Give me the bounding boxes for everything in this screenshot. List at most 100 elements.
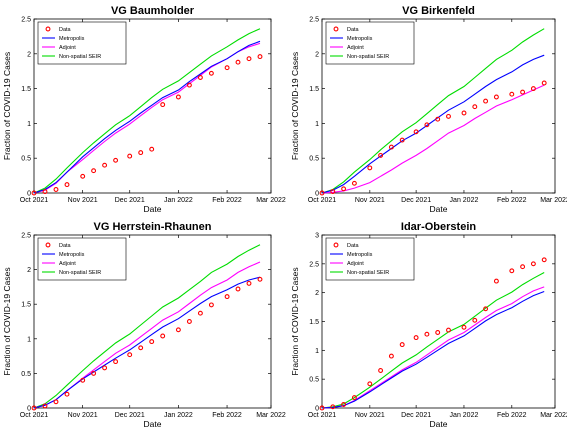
legend-label: Adjoint [59, 45, 76, 51]
legend-label: Non-spatial SEIR [347, 54, 389, 60]
data-point [509, 91, 515, 97]
data-point [530, 86, 536, 92]
legend: Data Metropolis Adjoint Non-spatial SEIR [325, 237, 415, 281]
x-tick-label: Feb 2022 [497, 412, 527, 419]
y-tick-label: 0 [27, 406, 31, 413]
legend-box [37, 21, 127, 65]
data-point [160, 102, 166, 108]
series-line-adjoint [321, 286, 545, 409]
data-point [102, 162, 108, 168]
data-point [493, 278, 499, 284]
data-point [424, 122, 430, 128]
data-point [541, 80, 547, 86]
data-point [435, 330, 441, 335]
data-point [520, 264, 526, 270]
y-tick-label: 0 [315, 191, 319, 198]
data-point [127, 153, 133, 159]
y-tick-label: 1.5 [21, 302, 31, 309]
y-axis-label: Fraction of COVID-19 Cases [2, 52, 12, 160]
legend-label: Metropolis [347, 252, 373, 258]
data-point [472, 317, 478, 323]
plot-area-frame [33, 234, 272, 409]
data-point [341, 402, 347, 407]
x-tick-label: Dec 2021 [401, 197, 431, 204]
data-point [64, 391, 70, 397]
data-point [319, 190, 325, 196]
series-line-metropolis [321, 54, 545, 194]
chart-panel-2: VG Birkenfeld Oct 2021 Nov 2021 Dec 2021 Jan… [290, 5, 567, 214]
y-tick-label: 2 [315, 290, 319, 297]
data-point [388, 353, 394, 359]
data-point [399, 342, 405, 348]
data-point [149, 146, 155, 152]
legend-label: Non-spatial SEIR [347, 270, 389, 276]
data-point [367, 165, 373, 171]
x-tick-label: Oct 2021 [308, 412, 337, 419]
x-axis-label: Date [144, 419, 162, 429]
data-point [257, 276, 263, 282]
data-point [246, 56, 252, 62]
data-point [197, 75, 203, 80]
data-point [378, 368, 384, 373]
y-axis-label: Fraction of COVID-19 Cases [290, 267, 300, 375]
y-tick-label: 0 [315, 406, 319, 413]
legend: Data Metropolis Adjoint Non-spatial SEIR [325, 21, 415, 65]
data-point [80, 173, 86, 179]
chart-panel-1: VG Baumholder Oct 2021 Nov 2021 Dec 2021 Jan… [2, 5, 286, 214]
x-tick-label: Nov 2021 [68, 412, 98, 419]
data-point [53, 399, 59, 405]
data-point [413, 129, 419, 135]
x-tick-label: Mar 2022 [256, 197, 286, 204]
x-tick-label: Dec 2021 [115, 197, 145, 204]
data-point [435, 116, 441, 122]
data-point [138, 345, 144, 351]
data-point [446, 327, 451, 333]
data-point [175, 94, 181, 100]
legend: Data Metropolis Adjoint Non-spatial SEIR [37, 237, 127, 281]
data-point [388, 144, 394, 150]
data-point [42, 189, 48, 195]
data-point [113, 157, 119, 163]
legend-box [325, 21, 415, 65]
legend-marker-data [333, 242, 339, 248]
legend-label: Data [347, 243, 360, 249]
data-point [413, 335, 419, 341]
legend-label: Data [59, 243, 72, 249]
series-line-non-spatial-seir [321, 272, 545, 409]
y-axis-label: Fraction of COVID-19 Cases [290, 52, 300, 160]
y-tick-label: 3 [315, 233, 319, 240]
series-line-metropolis [33, 40, 261, 194]
legend-label: Metropolis [59, 36, 85, 42]
data-point [351, 180, 357, 186]
data-point [224, 294, 230, 300]
data-point [493, 94, 499, 100]
data-point [175, 327, 181, 333]
y-tick-label: 2.5 [21, 233, 31, 240]
legend-marker-data [333, 26, 339, 32]
data-point [53, 187, 59, 192]
y-tick-label: 1.5 [309, 319, 319, 326]
legend-label: Data [347, 27, 360, 33]
x-axis-label: Date [430, 204, 448, 214]
x-tick-label: Jan 2022 [164, 197, 193, 204]
legend-label: Non-spatial SEIR [59, 54, 101, 60]
chart-title: Idar-Oberstein [401, 221, 476, 233]
data-point [91, 370, 97, 376]
series-line-non-spatial-seir [33, 28, 261, 194]
legend-label: Data [59, 27, 72, 33]
legend-box [37, 237, 127, 281]
legend-label: Metropolis [59, 252, 85, 258]
y-tick-label: 0.5 [21, 371, 31, 378]
data-point [197, 310, 203, 316]
data-point [461, 110, 467, 116]
legend-label: Non-spatial SEIR [59, 270, 101, 276]
data-point [113, 359, 119, 365]
data-point [472, 104, 478, 110]
data-point [208, 302, 214, 308]
chart-panel-4: Idar-Oberstein Oct 2021 Nov 2021 Dec 2021 Ja… [290, 221, 567, 429]
data-point [149, 339, 155, 345]
data-point [530, 261, 536, 267]
x-tick-label: Oct 2021 [308, 197, 337, 204]
y-tick-label: 2 [27, 267, 31, 274]
y-tick-label: 2.5 [309, 261, 319, 268]
